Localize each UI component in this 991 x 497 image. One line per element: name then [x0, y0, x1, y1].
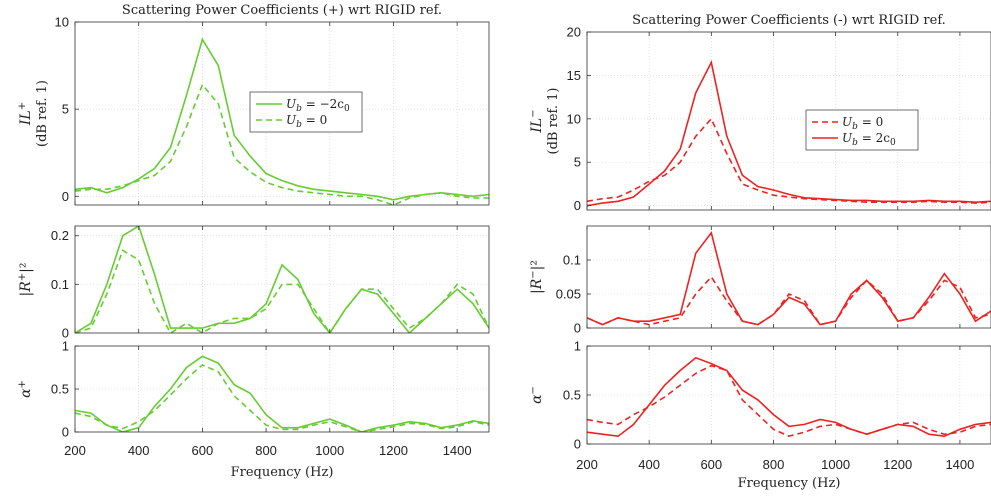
y-axis-label: |R+|²	[17, 263, 34, 297]
x-tick-label: 200	[64, 443, 86, 458]
y-tick-label: 0.05	[556, 287, 581, 302]
y-tick-label: 0	[62, 425, 69, 440]
y-tick-label: 0.1	[563, 253, 581, 268]
subplot-2: 0 0.1 0.2 |R+|²	[17, 225, 490, 341]
x-tick-label: 400	[128, 443, 150, 458]
x-tick-label: 1200	[883, 457, 912, 472]
series-line-solid	[75, 355, 489, 432]
series-line-dashed	[75, 83, 489, 205]
x-tick-label: 1000	[315, 443, 344, 458]
y-tick-label: 0	[62, 326, 69, 341]
y-tick-label: 0.5	[51, 382, 69, 397]
subplot-3: 0 0.5 1 α+	[17, 339, 490, 440]
plot-area	[587, 32, 991, 210]
x-tick-label: 200	[576, 457, 598, 472]
series-line-solid	[75, 226, 489, 333]
legend-box	[249, 91, 363, 133]
x-tick-label: 800	[763, 457, 785, 472]
legend-entry-label: Ub = 2c0	[842, 131, 896, 148]
y-axis-label: IL−	[528, 109, 545, 133]
x-tick-label: 600	[192, 443, 214, 458]
y-axis-label: α+	[17, 380, 34, 398]
y-tick-label: 10	[567, 111, 581, 126]
x-axis-label: Frequency (Hz)	[738, 476, 841, 491]
y-tick-label: 0	[62, 189, 69, 204]
y-axis-label: α−	[528, 386, 545, 404]
y-axis-label: IL+	[17, 102, 34, 126]
chart-panel-left: Scattering Power Coefficients (+) wrt RI…	[17, 3, 490, 480]
y-tick-label: 5	[62, 102, 69, 117]
series-line-dashed	[75, 363, 489, 432]
legend-entry-label: Ub = 0	[842, 115, 883, 132]
series-line-solid	[587, 60, 991, 207]
x-tick-label: 1400	[945, 457, 974, 472]
axes-frame	[74, 21, 490, 206]
subplot-1: 0 5 10 IL+ (dB ref. 1)	[17, 15, 490, 206]
y-tick-label: 0	[574, 321, 581, 336]
axes-frame	[74, 225, 490, 334]
series-line-dashed	[587, 364, 991, 438]
x-tick-label: 1400	[443, 443, 472, 458]
chart-panel-right: Scattering Power Coefficients (-) wrt RI…	[528, 13, 991, 491]
y-tick-label: 0.1	[51, 277, 69, 292]
x-axis-label: Frequency (Hz)	[231, 465, 334, 480]
legend: Ub = 0Ub = 2c0	[805, 109, 919, 151]
chart-title: Scattering Power Coefficients (+) wrt RI…	[122, 3, 442, 18]
legend-box	[805, 109, 919, 151]
y-axis-label: |R−|²	[528, 260, 545, 294]
y-tick-label: 20	[567, 25, 581, 40]
y-tick-label: 0	[574, 437, 581, 452]
x-tick-label: 1200	[379, 443, 408, 458]
subplot-1: 0 5 10 15 20 IL− (dB ref. 1)	[528, 25, 991, 213]
y-tick-label: 0	[574, 198, 581, 213]
x-tick-label: 1000	[821, 457, 850, 472]
y-tick-label: 1	[574, 339, 581, 354]
x-tick-label: 400	[638, 457, 660, 472]
series-line-dashed	[587, 275, 991, 326]
x-tick-label: 800	[255, 443, 277, 458]
y-tick-label: 15	[567, 68, 581, 83]
axes-frame	[586, 225, 991, 329]
y-axis-unit-label: (dB ref. 1)	[35, 80, 50, 147]
y-tick-label: 5	[574, 155, 581, 170]
legend-entry-label: Ub = −2c0	[286, 97, 350, 114]
x-tick-label: 600	[700, 457, 722, 472]
subplot-2: 0 0.05 0.1 |R−|²	[528, 225, 991, 336]
series-line-dashed	[75, 249, 489, 333]
legend-entry-label: Ub = 0	[286, 113, 327, 130]
y-tick-label: 1	[62, 339, 69, 354]
series-line-solid	[587, 230, 991, 326]
y-tick-label: 10	[55, 15, 69, 30]
subplot-3: 0 0.5 1 α−	[528, 339, 991, 452]
y-tick-label: 0.5	[563, 388, 581, 403]
plot-area	[587, 226, 991, 328]
chart-title: Scattering Power Coefficients (-) wrt RI…	[632, 13, 946, 28]
y-axis-unit-label: (dB ref. 1)	[546, 88, 561, 155]
y-tick-label: 0.2	[51, 228, 69, 243]
axes-frame	[586, 31, 991, 211]
series-line-solid	[587, 356, 991, 438]
